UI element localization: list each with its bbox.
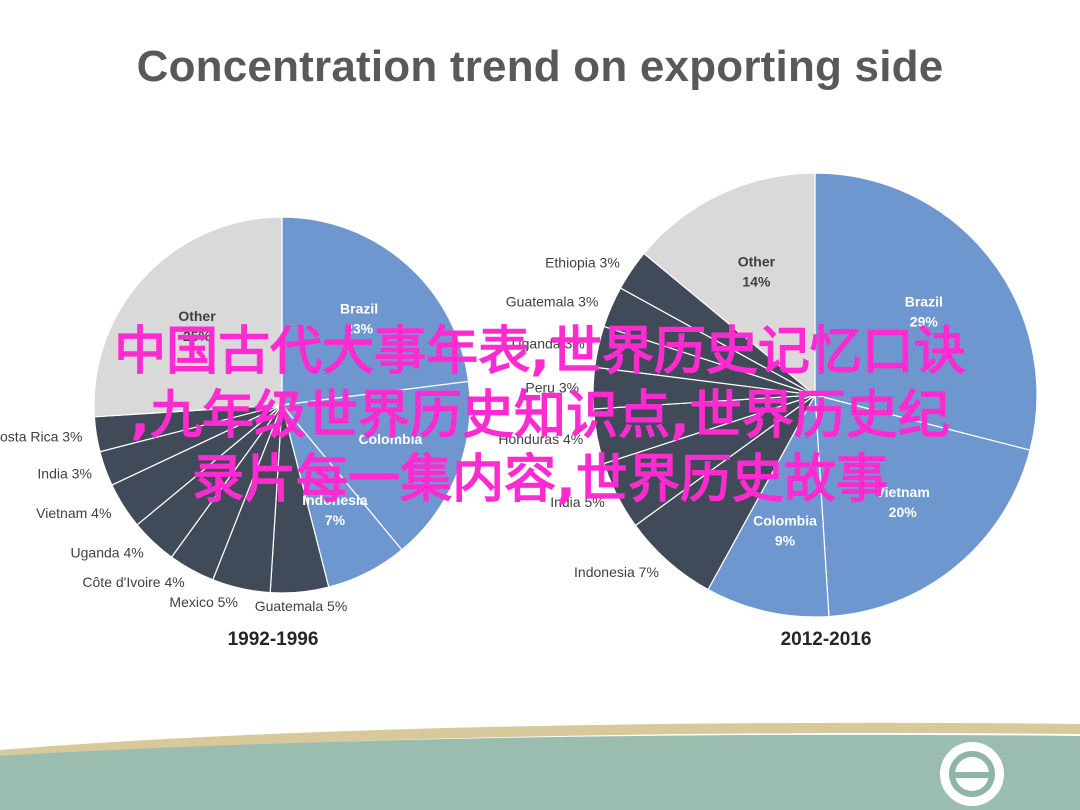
slide-title: Concentration trend on exporting side <box>136 42 944 91</box>
watermark-overlay-line: 录片每一集内容,世界历史故事 <box>192 450 888 510</box>
slice-label-uganda: Uganda 3% <box>512 336 585 352</box>
slice-label-peru: Peru 3% <box>525 380 579 396</box>
slice-label-other: Other 14% <box>738 254 776 290</box>
slice-label-costa-rica: Costa Rica 3% <box>0 429 83 445</box>
chart-period-label: 2012-2016 <box>781 629 872 650</box>
slice-label-honduras: Honduras 4% <box>498 431 583 447</box>
slice-label-vietnam: Vietnam 20% <box>876 484 930 520</box>
slice-label-cote-d-ivoire: Côte d'Ivoire 4% <box>82 574 184 590</box>
pie-chart-2012-2016: Brazil 29% Vietnam 20% Colombia 9% Indonesia 7… <box>498 172 1038 650</box>
pie-charts: Brazil 23% Colombia Indonesia 7% Guatemala 5%… <box>0 172 1038 650</box>
slice-label-guatemala: Guatemala 3% <box>506 293 599 309</box>
pie-slice-vietnam <box>814 394 1031 618</box>
slice-label-other: Other 25% <box>178 308 216 344</box>
pie-slice-colombia <box>280 380 471 551</box>
footer-band <box>0 722 1080 810</box>
pie-chart-1992-1996: Brazil 23% Colombia Indonesia 7% Guatemala 5%… <box>0 216 471 650</box>
slice-label-uganda: Uganda 4% <box>71 544 144 560</box>
pie-slice-colombia <box>707 392 830 618</box>
slice-label-colombia: Colombia 9% <box>753 512 817 548</box>
slice-label-indonesia: Indonesia 7% <box>574 564 659 580</box>
slice-label-mexico: Mexico 5% <box>169 594 237 610</box>
pie-slice-other <box>93 216 283 418</box>
pie-slice-brazil <box>281 216 470 406</box>
slice-label-india: India 3% <box>37 465 91 481</box>
watermark-overlay-line: 中国古代大事年表,世界历史记忆口诀 <box>114 322 966 382</box>
slice-label-colombia: Colombia <box>359 431 423 447</box>
slice-label-india: India 5% <box>550 494 604 510</box>
footer-stripe <box>0 722 1080 758</box>
watermark-overlay-line: ,九年级世界历史知识点,世界历史纪 <box>130 386 950 446</box>
pie-slice-other <box>643 172 816 397</box>
slice-label-vietnam: Vietnam 4% <box>36 505 111 521</box>
logo-icon <box>940 742 1004 806</box>
chart-period-label: 1992-1996 <box>228 629 319 650</box>
slice-label-indonesia: Indonesia 7% <box>302 492 368 528</box>
slice-label-ethiopia: Ethiopia 3% <box>545 254 620 270</box>
slice-label-brazil: Brazil 23% <box>340 301 378 337</box>
pie-slice-brazil <box>814 172 1038 451</box>
footer-fill <box>0 734 1080 810</box>
slice-label-guatemala: Guatemala 5% <box>255 598 348 614</box>
slice-label-brazil: Brazil 29% <box>905 294 943 330</box>
